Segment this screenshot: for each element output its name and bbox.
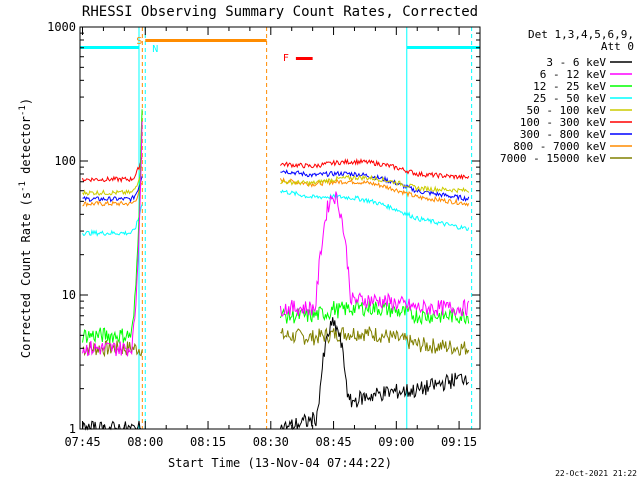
saa-label: S <box>136 36 142 47</box>
x-tick-label: 09:00 <box>378 435 414 449</box>
legend-label: 300 - 800 keV <box>520 128 606 141</box>
x-axis-label: Start Time (13-Nov-04 07:44:22) <box>168 456 392 470</box>
y-tick-label: 100 <box>54 154 76 168</box>
legend-label: 6 - 12 keV <box>540 68 607 81</box>
saa-bar <box>145 39 267 42</box>
legend-label: 800 - 7000 keV <box>513 140 606 153</box>
series-line <box>82 157 470 184</box>
x-tick-label: 08:30 <box>253 435 289 449</box>
legend-label: 100 - 300 keV <box>520 116 606 129</box>
x-tick-label: 08:00 <box>127 435 163 449</box>
legend-label: 50 - 100 keV <box>527 104 607 117</box>
footer-date: 22-Oct-2021 21:22 <box>555 469 637 478</box>
axes: 1000 100 10 107:45 08:00 08:15 08:30 08:45 09:00… <box>47 20 481 449</box>
x-tick-label: 08:15 <box>190 435 226 449</box>
legend-label: 25 - 50 keV <box>533 92 606 105</box>
series-line <box>82 189 470 237</box>
y-tick-label: 10 <box>62 288 76 302</box>
x-tick-label: 07:45 <box>64 435 100 449</box>
x-tick-label: 09:15 <box>441 435 477 449</box>
night-bar <box>406 46 480 49</box>
flare-label: F <box>283 53 289 64</box>
legend-label: 12 - 25 keV <box>533 80 606 93</box>
x-tick-label: 08:45 <box>315 435 351 449</box>
plot-frame <box>79 26 481 430</box>
y-axis-label: Corrected Count Rate (s-1 detector-1) <box>18 98 33 358</box>
legend-label: 3 - 6 keV <box>546 56 606 69</box>
y-tick-label: 1 <box>69 422 76 436</box>
y-tick-label: 1000 <box>47 20 76 34</box>
legend-label: 7000 - 15000 keV <box>500 152 606 165</box>
series-line <box>82 177 470 208</box>
series-line <box>82 317 469 431</box>
plot-area: SN F <box>79 27 480 431</box>
series-line <box>82 121 470 357</box>
night-label: N <box>152 44 158 55</box>
chart-title: RHESSI Observing Summary Count Rates, Co… <box>82 4 478 20</box>
series-line <box>82 166 470 196</box>
flare-bar <box>295 57 313 60</box>
series-line <box>82 169 470 203</box>
night-bar <box>80 46 139 49</box>
legend-header-line1: Det 1,3,4,5,6,9, <box>528 28 634 41</box>
legend-header-line2: Att 0 <box>601 40 634 53</box>
series-line <box>82 109 470 345</box>
